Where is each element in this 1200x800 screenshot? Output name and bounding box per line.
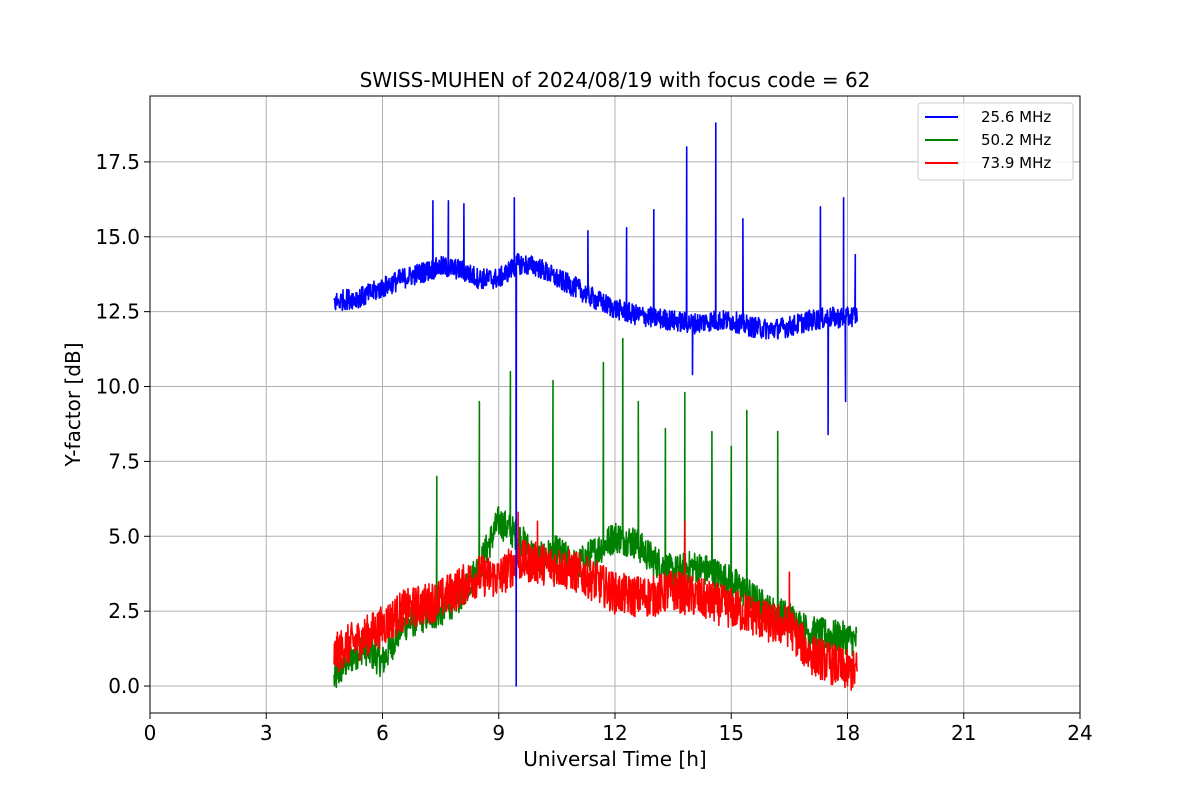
y-tick-label: 7.5 xyxy=(108,449,140,473)
y-tick-label: 10.0 xyxy=(95,375,140,399)
x-tick-label: 15 xyxy=(719,721,744,745)
x-tick-label: 3 xyxy=(260,721,273,745)
legend-label: 73.9 MHz xyxy=(981,154,1051,172)
y-tick-label: 2.5 xyxy=(108,599,140,623)
y-tick-label: 5.0 xyxy=(108,524,140,548)
x-tick-label: 21 xyxy=(951,721,976,745)
x-tick-label: 24 xyxy=(1067,721,1092,745)
y-tick-label: 12.5 xyxy=(95,300,140,324)
chart-title: SWISS-MUHEN of 2024/08/19 with focus cod… xyxy=(360,68,871,92)
legend-label: 50.2 MHz xyxy=(981,131,1051,149)
x-tick-label: 0 xyxy=(144,721,157,745)
series-line-25-6-mhz xyxy=(333,122,858,687)
y-tick-label: 0.0 xyxy=(108,674,140,698)
x-tick-label: 18 xyxy=(835,721,860,745)
y-tick-label: 15.0 xyxy=(95,225,140,249)
legend-label: 25.6 MHz xyxy=(981,108,1051,126)
x-tick-label: 6 xyxy=(376,721,389,745)
series-line-73-9-mhz xyxy=(333,511,858,691)
x-axis-label: Universal Time [h] xyxy=(523,747,706,771)
y-tick-label: 17.5 xyxy=(95,150,140,174)
x-tick-label: 9 xyxy=(492,721,505,745)
series-layer xyxy=(333,122,858,691)
y-axis-label: Y-factor [dB] xyxy=(61,342,85,467)
legend: 25.6 MHz 50.2 MHz 73.9 MHz xyxy=(917,102,1074,181)
ticks: 0 3 6 9 12 15 18 21 24 0.0 2.5 5.0 7.5 10.0 12.5 15.0 17… xyxy=(95,150,1092,745)
x-tick-label: 12 xyxy=(602,721,627,745)
legend-box xyxy=(917,102,1074,181)
